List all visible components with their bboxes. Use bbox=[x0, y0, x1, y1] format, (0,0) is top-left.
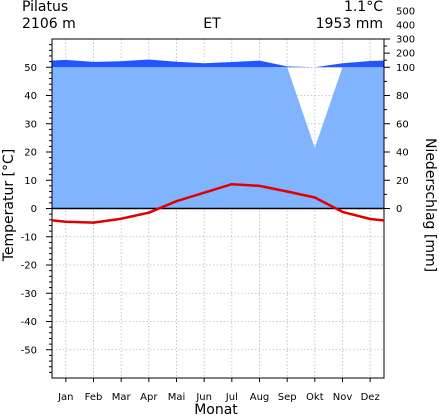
month-label: Nov bbox=[333, 392, 353, 403]
month-label: Apr bbox=[140, 392, 158, 403]
temperature-point-Apr bbox=[147, 211, 151, 214]
temperature-point-Sep bbox=[285, 190, 289, 193]
month-axis: Jan Feb Mar Apr Mai Jun Jul Aug Sep Okt Nov Dez bbox=[57, 378, 380, 403]
temperature-tick-label: 30 bbox=[24, 119, 37, 130]
temperature-point-Mar bbox=[119, 217, 123, 220]
precipitation-tick-label: 40 bbox=[396, 148, 409, 159]
precipitation-tick-label: 0 bbox=[396, 204, 402, 215]
y-axis-label-temperature: Temperatur [°C] bbox=[1, 149, 17, 263]
y-axis-label-precipitation: Niederschlag [mm] bbox=[422, 138, 438, 272]
temperature-curve bbox=[51, 182, 385, 224]
precipitation-tick-label: 100 bbox=[396, 63, 415, 74]
precipitation-tick-label: 20 bbox=[396, 176, 409, 187]
temperature-point-Okt bbox=[313, 196, 317, 199]
temperature-line bbox=[51, 182, 385, 224]
precipitation-area-fill bbox=[52, 67, 384, 209]
temperature-tick-label: 20 bbox=[24, 148, 37, 159]
temperature-tick-label: 10 bbox=[24, 176, 37, 187]
month-label: Jul bbox=[225, 392, 238, 403]
temperature-tick-label: 50 bbox=[24, 63, 37, 74]
month-label: Jun bbox=[195, 392, 212, 403]
month-label: Jan bbox=[57, 392, 73, 403]
precipitation-tick-label: 80 bbox=[396, 91, 409, 102]
month-label: Feb bbox=[85, 392, 103, 403]
month-label: Mai bbox=[168, 392, 186, 403]
temperature-axis: 50 40 30 20 10 0 -10 -20 -30 -40 -50 bbox=[21, 44, 52, 373]
precipitation-tick-label: 200 bbox=[396, 49, 415, 60]
temperature-point-Feb bbox=[92, 221, 95, 224]
precipitation-axis: 900800700600500400300200100806040200 bbox=[384, 0, 415, 215]
temperature-tick-label: 40 bbox=[24, 91, 37, 102]
precipitation-tick-label: 400 bbox=[396, 20, 415, 31]
precipitation-humid-area bbox=[52, 59, 384, 68]
temperature-point-Aug bbox=[258, 184, 261, 188]
temperature-tick-label: -50 bbox=[21, 345, 37, 356]
precipitation-tick-label: 500 bbox=[396, 6, 415, 17]
precipitation-tick-label: 60 bbox=[396, 119, 409, 130]
x-axis-label: Monat bbox=[194, 402, 238, 418]
precipitation-tick-label: 300 bbox=[396, 35, 415, 46]
annual-precipitation: 1953 mm bbox=[316, 16, 383, 32]
temperature-point-Jul bbox=[230, 183, 234, 186]
month-label: Aug bbox=[250, 392, 270, 403]
precipitation-tick-label: 600 bbox=[396, 0, 415, 3]
temperature-point-Jun bbox=[202, 191, 206, 194]
temperature-point-Mai bbox=[175, 199, 178, 203]
month-label: Mar bbox=[112, 392, 132, 403]
temperature-point-Jan bbox=[64, 220, 68, 223]
temperature-tick-label: -30 bbox=[21, 289, 37, 300]
temperature-tick-label: -10 bbox=[21, 232, 37, 243]
temperature-tick-label: -40 bbox=[21, 317, 37, 328]
mean-temperature: 1.1°C bbox=[344, 0, 383, 15]
station-elevation: 2106 m bbox=[22, 16, 76, 32]
temperature-tick-label: -20 bbox=[21, 261, 37, 272]
month-label: Okt bbox=[306, 392, 324, 403]
temperature-point-Nov bbox=[341, 210, 344, 214]
climate-classification: ET bbox=[203, 16, 221, 32]
temperature-tick-label: 0 bbox=[31, 204, 37, 215]
temperature-point-Dez bbox=[368, 217, 372, 221]
month-label: Dez bbox=[361, 392, 380, 403]
precipitation-area bbox=[52, 59, 384, 209]
month-label: Sep bbox=[278, 392, 297, 403]
station-name: Pilatus bbox=[22, 0, 68, 15]
